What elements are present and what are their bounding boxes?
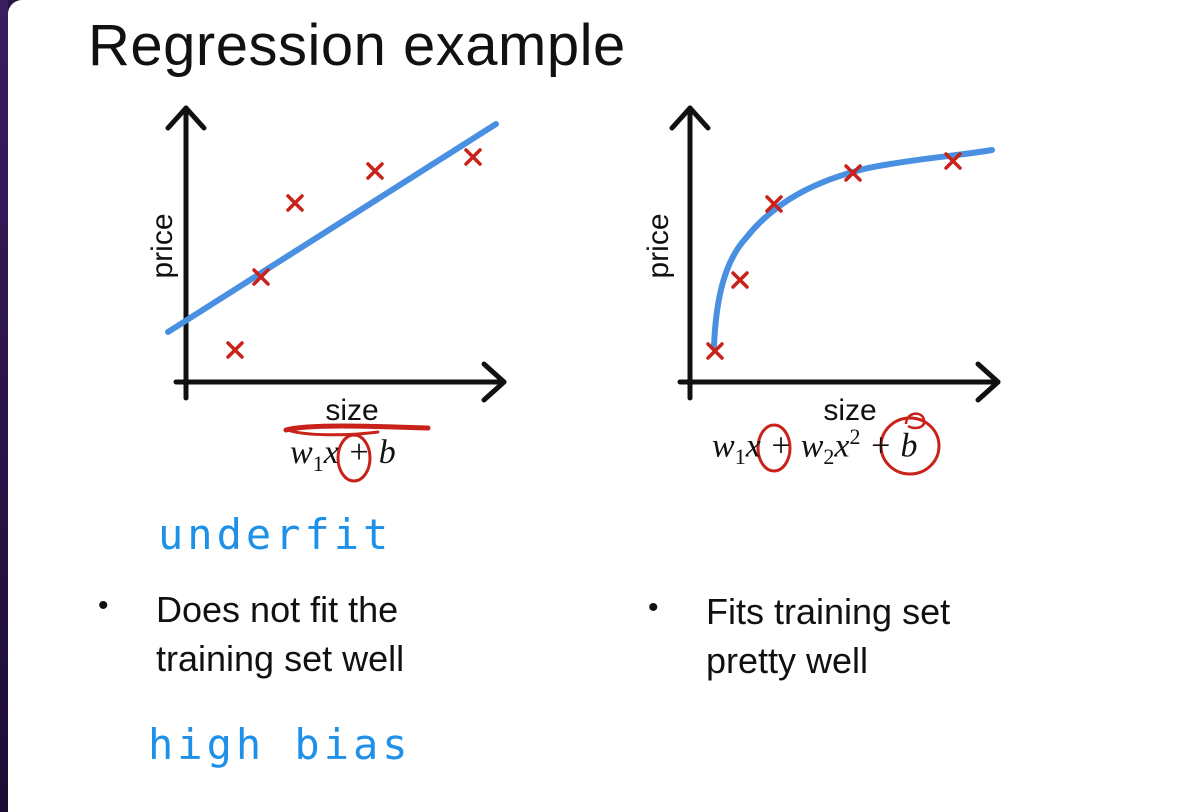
- left-bullet-line1: Does not fit the: [156, 589, 399, 630]
- formula-x: x: [745, 427, 761, 465]
- left-y-arrowhead: [165, 105, 207, 131]
- formula-plus-b: + b: [860, 427, 918, 465]
- data-point: [706, 342, 724, 360]
- right-y-axis-label: price: [642, 213, 675, 278]
- right-x-arrowhead: [975, 361, 1001, 403]
- data-point: [765, 195, 783, 213]
- formula-w2: w: [800, 427, 824, 465]
- data-point: [464, 148, 482, 166]
- right-data-points: [706, 152, 962, 360]
- right-exponent-loop-mark: [904, 412, 926, 430]
- left-formula-underline-mark: [283, 423, 431, 433]
- formula-exponent: 2: [849, 424, 861, 449]
- formula-w1-sub: 1: [734, 444, 746, 470]
- slide: Regression example price size: [8, 0, 1191, 812]
- left-bullet-item: Does not fit the training set well: [98, 586, 404, 683]
- left-x-circle-mark: [336, 433, 372, 483]
- window-edge: [0, 0, 8, 812]
- right-x-axis-label: size: [823, 394, 876, 427]
- left-formula: w1x + b: [290, 434, 396, 477]
- right-fit-curve: [711, 147, 995, 349]
- right-bullet-item: Fits training set pretty well: [648, 588, 950, 685]
- left-x-arrowhead: [481, 361, 507, 403]
- data-point: [286, 194, 304, 212]
- formula-x-squared: x: [834, 427, 850, 465]
- data-point: [944, 152, 962, 170]
- right-axes: [669, 105, 1001, 403]
- formula-w1-sub: 1: [312, 450, 324, 476]
- left-x-axis-label: size: [325, 394, 378, 427]
- data-point: [844, 164, 862, 182]
- high-bias-annotation: high bias: [148, 720, 412, 769]
- right-bullet-line1: Fits training set: [706, 591, 951, 632]
- left-data-points: [226, 148, 482, 359]
- slide-title: Regression example: [88, 13, 626, 78]
- formula-w1: w: [712, 427, 735, 465]
- diagram-canvas: price size price size: [146, 105, 1001, 483]
- left-fit-line: [165, 121, 499, 335]
- formula-w2-sub: 2: [823, 444, 835, 470]
- left-formula-underline-tail: [286, 428, 380, 437]
- right-bullet-list: Fits training set pretty well: [648, 588, 950, 685]
- data-point: [226, 341, 244, 359]
- formula-w1: w: [290, 434, 313, 471]
- data-point: [731, 271, 749, 289]
- formula-plus-b: + b: [338, 434, 396, 471]
- right-y-arrowhead: [669, 105, 711, 131]
- left-bullet-list: Does not fit the training set well: [98, 586, 404, 683]
- left-y-axis-label: price: [146, 213, 179, 278]
- right-x-squared-circle-mark: [879, 416, 941, 476]
- left-axes: [165, 105, 507, 403]
- data-point: [366, 162, 384, 180]
- left-bullet-line2: training set well: [156, 637, 405, 679]
- right-formula: w1x + w2x2 + b: [712, 424, 917, 470]
- data-point: [252, 268, 270, 286]
- right-x-circle-mark: [756, 423, 792, 473]
- underfit-annotation: underfit: [158, 510, 393, 559]
- formula-plus: +: [760, 427, 801, 465]
- formula-x: x: [323, 434, 339, 471]
- right-bullet-line2: pretty well: [706, 639, 869, 681]
